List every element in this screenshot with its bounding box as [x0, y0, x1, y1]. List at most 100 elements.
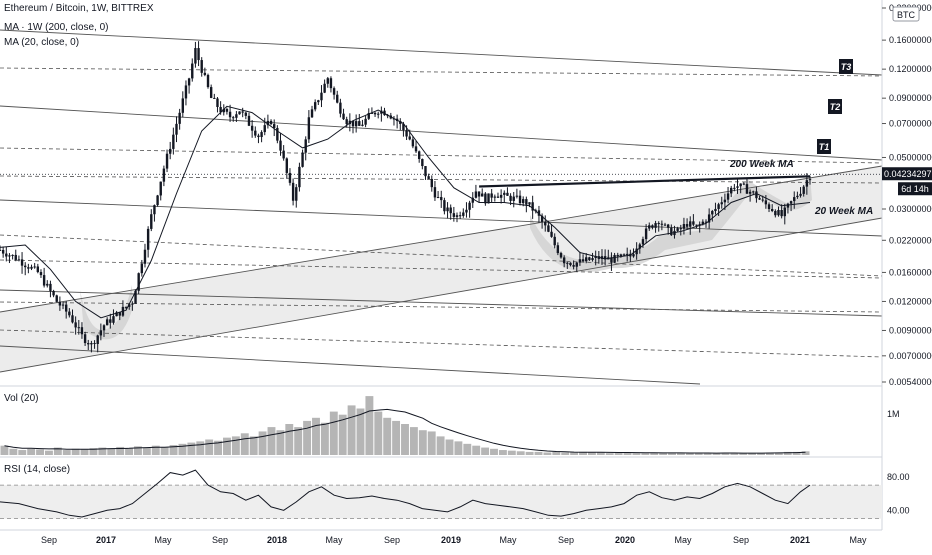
- price-bar-body: [49, 283, 52, 291]
- price-bar-body: [632, 254, 635, 257]
- price-bar-body: [109, 319, 112, 323]
- volume-bar: [365, 396, 374, 455]
- price-bar-body: [666, 224, 670, 228]
- volume-bar: [498, 450, 507, 455]
- price-bar-body: [540, 215, 544, 222]
- price-bar-body: [717, 204, 720, 209]
- volume-bar: [116, 446, 125, 455]
- price-bar-body: [263, 125, 266, 133]
- price-bar-body: [310, 109, 314, 118]
- price-bar-body: [783, 207, 786, 217]
- volume-legend[interactable]: Vol (20): [4, 393, 38, 404]
- volume-bar: [160, 446, 169, 455]
- time-tick-label: Sep: [558, 535, 574, 545]
- price-bar-body: [660, 223, 664, 225]
- volume-bar: [587, 452, 596, 455]
- price-bar-body: [544, 221, 547, 226]
- price-bar-body: [354, 121, 358, 127]
- target-label: T2: [830, 102, 841, 112]
- price-bar-body: [499, 194, 503, 198]
- price-bar-body: [68, 311, 71, 316]
- volume-bar: [454, 441, 463, 455]
- price-bar-body: [562, 257, 566, 264]
- volume-bar: [748, 453, 757, 455]
- price-bar-body: [266, 120, 270, 126]
- volume-bar: [472, 445, 481, 455]
- price-bar-body: [695, 224, 698, 226]
- price-bar-body: [723, 199, 727, 203]
- volume-bar: [374, 411, 383, 455]
- volume-bar: [151, 445, 160, 455]
- ma20-path: [0, 105, 811, 319]
- price-bar-body: [329, 78, 333, 89]
- price-bar-body: [414, 146, 418, 152]
- volume-bar: [694, 453, 703, 455]
- price-bar-body: [496, 196, 500, 198]
- currency-badge[interactable]: [892, 6, 920, 22]
- price-bar-body: [83, 334, 87, 344]
- volume-bar: [62, 450, 71, 455]
- price-bar-body: [408, 136, 411, 140]
- price-bar-body: [209, 87, 213, 98]
- price-bar-body: [115, 312, 118, 317]
- price-bar-body: [42, 275, 46, 286]
- price-bar-body: [424, 166, 427, 177]
- channel-line: [0, 165, 883, 313]
- price-bar-body: [767, 204, 771, 209]
- price-bar-body: [777, 209, 780, 216]
- ma20-legend[interactable]: MA (20, close, 0): [4, 37, 79, 48]
- price-bar-body: [569, 262, 572, 266]
- volume-bar: [623, 452, 632, 455]
- price-bar-body: [178, 112, 181, 124]
- price-bar-body: [184, 85, 188, 99]
- price-bar-body: [594, 256, 597, 259]
- volume-bar: [409, 427, 418, 455]
- volume-bar: [347, 405, 356, 455]
- countdown-tag: [898, 182, 932, 196]
- price-bar-body: [351, 120, 355, 127]
- volume-bar: [36, 449, 45, 455]
- ma200-legend[interactable]: MA · 1W (200, close, 0): [4, 22, 108, 33]
- volume-bar: [650, 452, 659, 455]
- price-bar-body: [36, 266, 40, 273]
- volume-bar: [463, 443, 472, 455]
- volume-bar: [757, 453, 765, 455]
- price-bar-body: [575, 262, 578, 267]
- price-bar-body: [143, 249, 147, 264]
- volume-bar: [80, 449, 89, 455]
- volume-bar: [294, 427, 303, 455]
- price-bar-body: [228, 111, 232, 118]
- price-bar-body: [269, 120, 273, 125]
- volume-bar: [552, 451, 561, 455]
- price-bar-body: [317, 100, 320, 103]
- price-bar-body: [739, 183, 742, 187]
- price-bar-body: [5, 253, 8, 257]
- ma200-annotation: 200 Week MA: [729, 159, 794, 170]
- price-bar-body: [452, 213, 456, 217]
- volume-bar: [312, 417, 320, 455]
- channel-lines: [0, 29, 883, 385]
- volume-bar: [668, 453, 676, 455]
- price-bar-body: [298, 166, 301, 188]
- price-bar-body: [156, 195, 159, 206]
- volume-bar: [320, 422, 329, 455]
- price-bar-body: [644, 228, 648, 240]
- chart-title: Ethereum / Bitcoin, 1W, BITTREX: [4, 3, 154, 14]
- volume-bar: [543, 452, 552, 455]
- price-tick-label: 0.09000000: [889, 93, 932, 103]
- volume-bar: [214, 440, 223, 455]
- price-bar-body: [780, 209, 783, 217]
- rsi-legend[interactable]: RSI (14, close): [4, 464, 70, 475]
- time-axis[interactable]: Sep 2017 May Sep 2018 May Sep 2019 May Sep 2020 May…: [41, 535, 867, 545]
- price-bar-body: [808, 179, 812, 181]
- price-bar-body: [465, 209, 468, 213]
- price-bar-body: [455, 215, 459, 217]
- price-bar-body: [244, 112, 248, 116]
- price-bar-body: [509, 195, 512, 201]
- price-bar-body: [150, 214, 153, 229]
- price-bar-body: [588, 257, 591, 260]
- price-bar-body: [651, 225, 654, 228]
- price-bar-body: [493, 196, 497, 198]
- price-bar-body: [733, 187, 736, 189]
- price-tick-label: 0.01200000: [889, 296, 932, 306]
